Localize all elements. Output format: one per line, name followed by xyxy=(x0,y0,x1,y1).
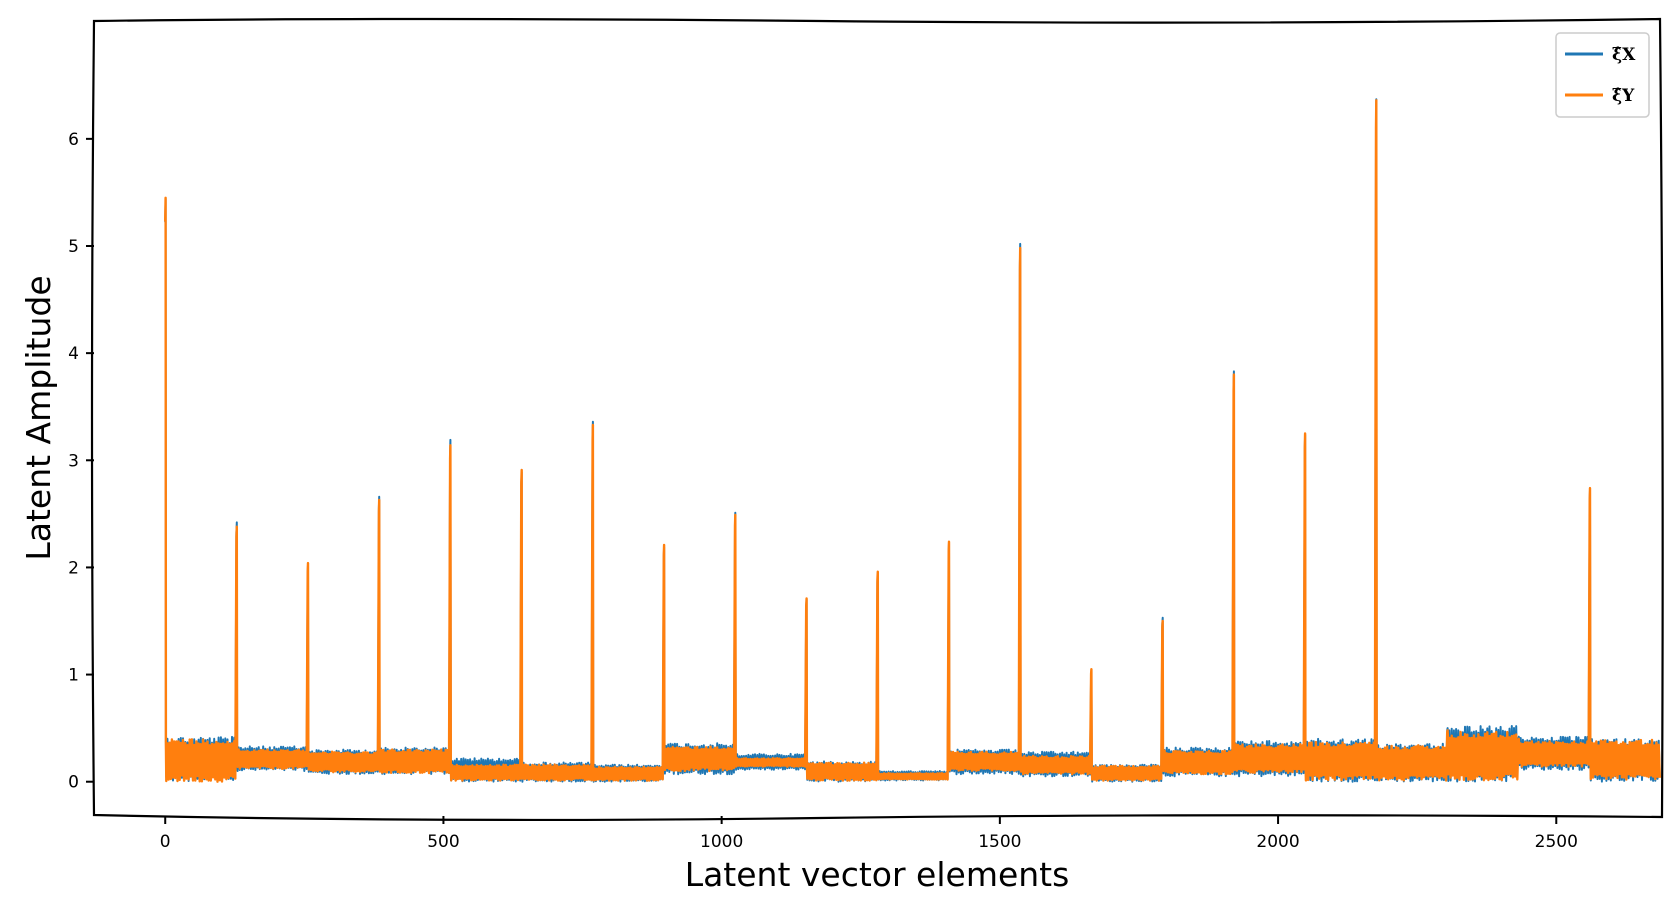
y-axis-label: Latent Amplitude xyxy=(19,275,58,560)
series-layer xyxy=(164,98,1661,783)
x-tick-label: 1000 xyxy=(700,832,743,852)
legend-label-y: ξ̂Y xyxy=(1612,86,1635,106)
x-tick-label: 2000 xyxy=(1256,832,1299,852)
y-tick-label: 3 xyxy=(68,451,79,471)
legend: ξ̂X ξ̂Y xyxy=(1555,32,1650,118)
x-axis-label: Latent vector elements xyxy=(685,855,1070,894)
y-tick-label: 6 xyxy=(68,130,79,150)
series-line-y xyxy=(164,99,1661,783)
y-tick-label: 5 xyxy=(68,237,79,257)
legend-label-x: ξ̂X xyxy=(1612,45,1636,65)
y-tick-label: 2 xyxy=(68,558,79,578)
x-tick-label: 1500 xyxy=(978,832,1021,852)
x-tick-label: 2500 xyxy=(1535,832,1578,852)
x-tick-label: 500 xyxy=(427,832,459,852)
y-axis-ticks: 0 1 2 3 4 5 6 xyxy=(68,130,94,793)
y-tick-label: 1 xyxy=(68,666,79,686)
plot-frame xyxy=(90,17,1664,822)
x-axis-ticks: 0 500 1000 1500 2000 2500 xyxy=(160,816,1578,852)
y-tick-label: 4 xyxy=(68,344,79,364)
y-tick-label: 0 xyxy=(68,773,79,793)
x-tick-label: 0 xyxy=(160,832,171,852)
